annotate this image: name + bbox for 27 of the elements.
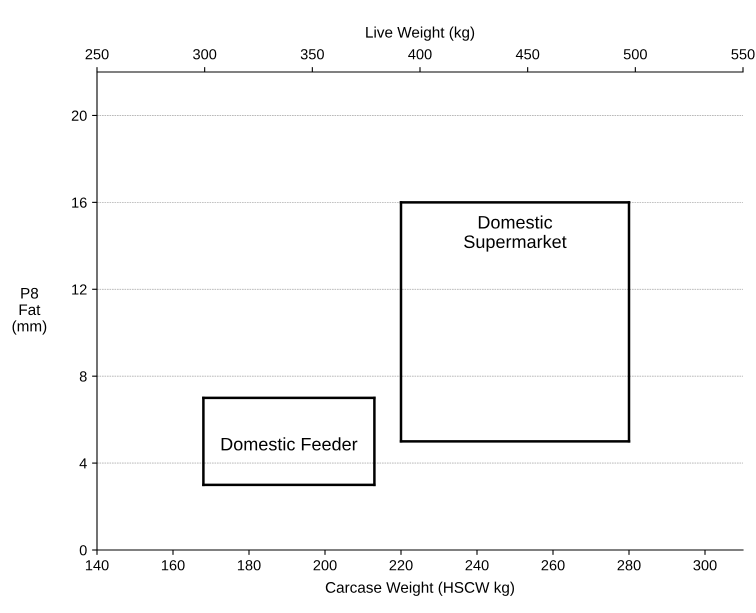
y-tick-label: 20 bbox=[72, 110, 87, 121]
y-axis-title: P8 Fat (mm) bbox=[12, 288, 46, 335]
y-tick-label: 8 bbox=[80, 371, 87, 382]
x-tick-label: 240 bbox=[466, 560, 489, 570]
y-tick-label: 12 bbox=[72, 284, 87, 295]
x-tick-label: 180 bbox=[238, 560, 261, 570]
annotation: Domestic Feeder bbox=[222, 437, 358, 451]
x2-tick-label: 250 bbox=[86, 49, 109, 60]
x-tick-label: 260 bbox=[542, 560, 565, 570]
annotation: Domestic Supermarket bbox=[464, 215, 567, 252]
x2-axis-title: Live Weight (kg) bbox=[366, 26, 474, 41]
y-tick-label: 16 bbox=[72, 197, 87, 208]
x2-tick-label: 500 bbox=[624, 49, 647, 60]
x-tick-label: 280 bbox=[618, 560, 641, 570]
x2-tick-label: 350 bbox=[300, 49, 324, 60]
x2-tick-label: 450 bbox=[516, 49, 540, 60]
x-tick-label: 140 bbox=[86, 560, 109, 570]
x-tick-label: 160 bbox=[162, 560, 185, 570]
x-axis-title: Carcase Weight (HSCW kg) bbox=[326, 582, 514, 596]
y-tick-label: 0 bbox=[80, 545, 87, 556]
x-tick-label: 300 bbox=[693, 560, 717, 570]
x2-tick-label: 550 bbox=[731, 49, 755, 60]
x-tick-label: 220 bbox=[390, 560, 413, 570]
x2-tick-label: 300 bbox=[193, 49, 216, 60]
x2-tick-label: 400 bbox=[408, 49, 432, 60]
y-tick-label: 4 bbox=[80, 458, 87, 468]
x-tick-label: 200 bbox=[314, 560, 337, 570]
